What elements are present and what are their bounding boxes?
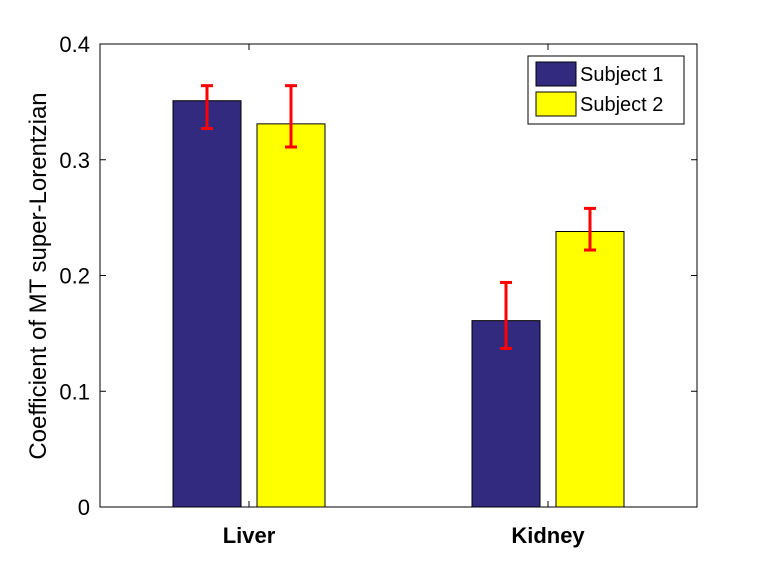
- y-tick-label: 0: [78, 495, 90, 520]
- bar-subject-2-kidney: [555, 231, 625, 508]
- y-tick-label: 0.1: [59, 379, 90, 404]
- legend-label-subject-2: Subject 2: [580, 94, 663, 116]
- y-tick-label: 0.4: [59, 32, 90, 57]
- bar-subject-2-liver: [256, 123, 326, 508]
- y-axis-title: Coefficient of MT super-Lorentzian: [25, 92, 52, 459]
- x-tick-label-kidney: Kidney: [511, 523, 585, 548]
- bar-subject-1-liver: [172, 100, 242, 508]
- x-tick-label-liver: Liver: [223, 523, 276, 548]
- bar-subject-1-kidney: [471, 320, 541, 508]
- y-tick-label: 0.3: [59, 148, 90, 173]
- y-tick-label: 0.2: [59, 264, 90, 289]
- legend-label-subject-1: Subject 1: [580, 64, 663, 86]
- legend-swatch-subject-2: [535, 91, 577, 117]
- legend-swatch-subject-1: [535, 61, 577, 87]
